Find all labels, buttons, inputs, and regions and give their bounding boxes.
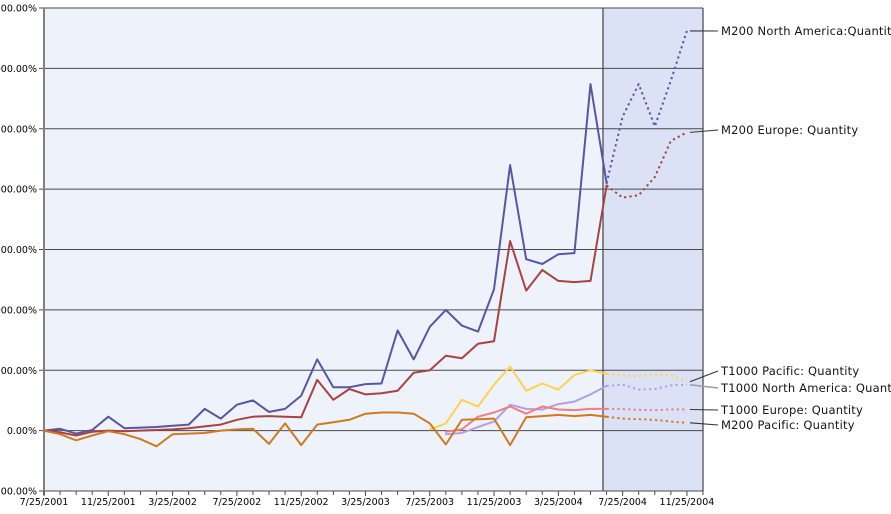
x-tick-label: 7/25/2004 [598,497,647,508]
series-line-m200-north-america-quantity[interactable] [43,83,608,435]
leader-line-m200-europe-quantity [689,129,719,133]
series-line-t1000-europe-quantity[interactable] [444,405,608,433]
series-label-t1000-pacific: T1000 Pacific: Quantity [721,364,860,378]
y-tick-label: -500.00% [0,487,37,498]
y-tick-label: 1000.00% [0,305,37,316]
series-line-m200-europe-quantity[interactable] [43,184,608,437]
series-label-m200-europe: M200 Europe: Quantity [721,123,859,137]
series-line-m200-north-america-quantity-forecast[interactable] [605,30,688,184]
x-tick-label: 3/25/2003 [341,497,390,508]
x-tick-label: 7/25/2002 [213,497,262,508]
series-label-m200-pacific: M200 Pacific: Quantity [721,418,855,432]
x-tick-label: 3/25/2002 [148,497,197,508]
series-line-t1000-north-america-quantity[interactable] [444,384,608,436]
leader-line-t1000-pacific-quantity [689,370,719,383]
series-label-m200-north-america: M200 North America:Quantity [721,24,891,38]
leader-line-t1000-europe-quantity [689,408,719,411]
x-tick-label: 11/25/2001 [81,497,136,508]
x-tick-label: 7/25/2001 [20,497,69,508]
series-line-t1000-pacific-quantity[interactable] [428,365,608,431]
x-tick-label: 11/25/2004 [660,497,715,508]
leader-line-t1000-north-america-quantity [689,383,719,389]
y-tick-label: 0.00% [7,426,37,437]
y-tick-label: 2000.00% [0,185,37,196]
x-tick-label: 7/25/2003 [405,497,454,508]
series-line-m200-europe-quantity-forecast[interactable] [605,131,688,199]
y-tick-label: 500.00% [0,366,37,377]
y-tick-label: 3000.00% [0,64,37,75]
x-tick-label: 3/25/2004 [534,497,583,508]
x-tick-label: 11/25/2003 [467,497,522,508]
series-label-t1000-north-america: T1000 North America: Quantity [721,381,891,395]
y-tick-label: 2500.00% [0,124,37,135]
x-tick-label: 11/25/2002 [274,497,329,508]
leader-line-m200-pacific-quantity [689,422,719,426]
series-label-t1000-europe: T1000 Europe: Quantity [721,403,864,417]
series-line-m200-pacific-quantity[interactable] [43,411,608,448]
y-tick-label: 1500.00% [0,245,37,256]
y-tick-label: 3500.00% [0,4,37,15]
